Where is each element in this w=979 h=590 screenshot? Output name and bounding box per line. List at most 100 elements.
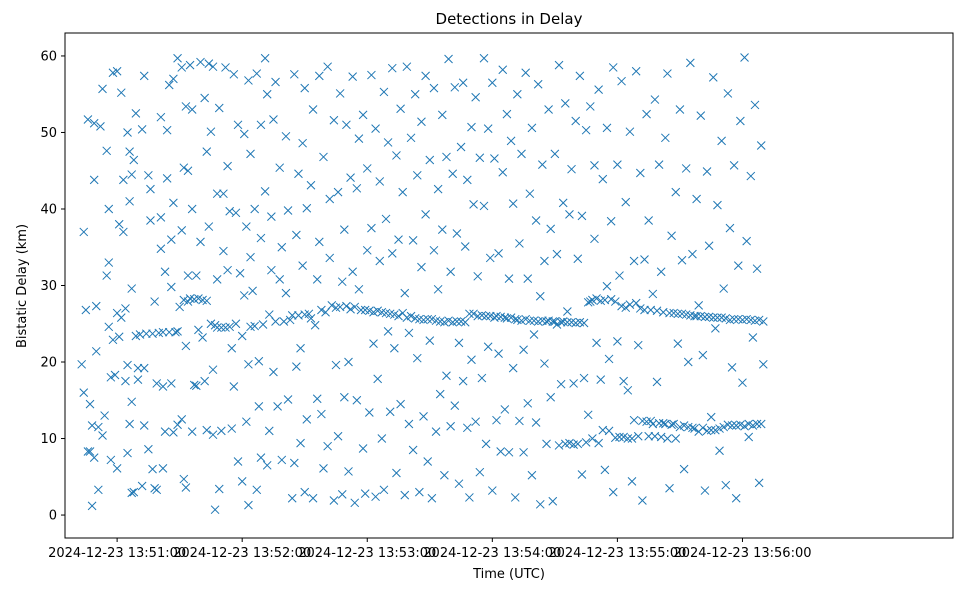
detection-point — [110, 370, 120, 380]
detection-point — [492, 415, 501, 425]
detection-point — [606, 216, 616, 226]
detection-point — [331, 360, 341, 370]
detection-point — [623, 434, 633, 443]
detection-point — [121, 376, 130, 386]
detection-point — [364, 408, 374, 417]
detection-point — [304, 309, 314, 319]
detection-point — [269, 115, 278, 124]
detection-point — [262, 89, 272, 99]
detection-point — [613, 337, 622, 346]
detection-point — [711, 323, 720, 333]
detection-point — [123, 360, 132, 370]
detection-point — [241, 417, 251, 427]
detection-point — [448, 169, 458, 179]
detection-point — [715, 446, 724, 456]
detection-point — [373, 374, 383, 384]
detection-point — [344, 467, 353, 476]
detection-point — [656, 267, 666, 277]
detection-point — [394, 235, 403, 244]
detection-point — [638, 496, 647, 505]
detection-point — [740, 421, 749, 431]
detection-point — [254, 356, 264, 366]
detection-point — [600, 465, 610, 475]
detection-point — [608, 487, 618, 497]
detection-point — [606, 294, 616, 304]
detection-point — [146, 216, 155, 225]
detection-point — [452, 317, 462, 326]
detection-point — [415, 487, 424, 497]
detection-point — [575, 71, 585, 81]
detection-point — [216, 323, 226, 332]
detection-point — [442, 371, 451, 381]
detection-point — [181, 341, 191, 351]
detection-point — [708, 73, 718, 82]
detection-point — [733, 261, 743, 270]
detection-point — [354, 134, 364, 143]
detection-point — [275, 163, 285, 173]
detection-point — [137, 481, 147, 491]
detection-point — [131, 108, 141, 118]
detection-point — [752, 419, 762, 429]
detection-point — [241, 222, 251, 231]
detection-point — [77, 359, 87, 369]
detection-point — [700, 312, 710, 322]
detection-point — [736, 116, 745, 126]
detection-point — [296, 343, 305, 353]
detection-point — [160, 427, 170, 436]
detection-point — [285, 315, 295, 325]
detection-point — [663, 69, 672, 78]
detection-point — [496, 447, 506, 456]
detection-point — [504, 447, 514, 457]
detection-point — [187, 105, 197, 114]
detection-point — [590, 234, 599, 244]
detection-point — [471, 417, 481, 427]
detection-point — [554, 441, 564, 450]
detection-point — [744, 432, 754, 442]
detection-point — [144, 444, 153, 454]
detection-point — [729, 314, 739, 324]
detection-point — [679, 464, 689, 474]
detection-point — [473, 271, 483, 281]
detection-point — [671, 187, 681, 197]
detection-point — [333, 431, 343, 441]
detection-point — [87, 421, 97, 430]
detection-point — [706, 412, 716, 422]
detection-point — [98, 84, 107, 94]
y-axis-label: Bistatic Delay (km) — [15, 224, 30, 348]
detection-point — [731, 493, 741, 503]
detection-point — [206, 127, 216, 137]
detection-point — [106, 372, 116, 382]
detection-point — [690, 311, 699, 321]
detection-point — [462, 423, 472, 433]
detection-point — [306, 314, 316, 323]
detection-point — [506, 136, 516, 146]
detection-point — [158, 327, 168, 337]
detection-point — [127, 284, 137, 293]
detection-point — [287, 310, 297, 320]
detection-point — [116, 88, 126, 98]
detection-point — [469, 200, 478, 209]
detection-point — [456, 142, 466, 152]
detection-point — [223, 161, 232, 171]
detection-point — [665, 483, 674, 493]
detection-point — [465, 309, 474, 319]
detection-point — [308, 493, 318, 503]
detection-point — [540, 359, 549, 368]
detection-point — [700, 486, 710, 495]
detection-point — [550, 149, 560, 159]
detection-point — [608, 63, 618, 72]
detection-point — [129, 155, 139, 165]
detection-point — [362, 245, 372, 255]
detection-point — [742, 236, 751, 246]
detection-point — [644, 216, 654, 225]
detection-point — [196, 57, 205, 67]
detection-point — [183, 166, 193, 176]
detection-point — [235, 268, 245, 278]
detection-point — [631, 298, 641, 308]
x-tick-label: 2024-12-23 13:54:00 — [423, 546, 561, 561]
detection-point — [427, 493, 437, 503]
detection-point — [352, 183, 362, 193]
detection-point — [444, 54, 453, 64]
detection-point — [592, 294, 601, 303]
detection-point — [452, 229, 462, 238]
